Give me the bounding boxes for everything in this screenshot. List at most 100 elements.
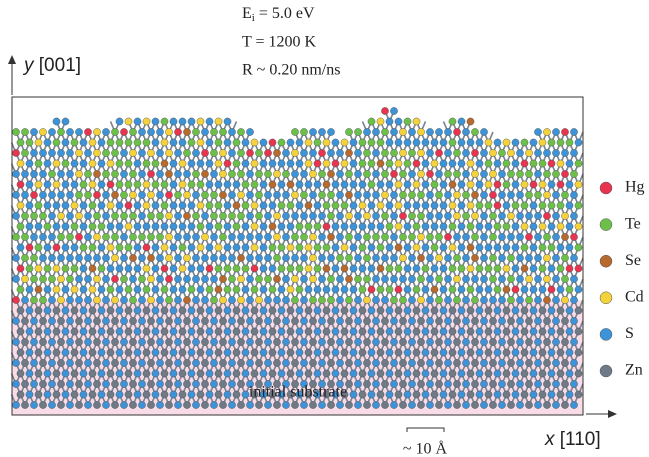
atom bbox=[412, 138, 421, 147]
atom bbox=[255, 191, 263, 199]
atom bbox=[12, 296, 20, 304]
atom bbox=[228, 338, 236, 346]
atom bbox=[543, 317, 551, 325]
atom bbox=[187, 201, 196, 210]
atom bbox=[165, 275, 173, 283]
atom bbox=[201, 401, 209, 409]
atom bbox=[480, 275, 488, 283]
atom bbox=[349, 285, 358, 294]
atom bbox=[322, 285, 331, 294]
atom bbox=[291, 149, 299, 157]
atom bbox=[529, 306, 538, 315]
atom bbox=[295, 180, 304, 189]
atom bbox=[79, 138, 88, 147]
atom bbox=[201, 233, 209, 241]
atom bbox=[381, 254, 389, 262]
atom bbox=[318, 254, 326, 262]
atom bbox=[88, 390, 97, 399]
atom bbox=[273, 359, 281, 367]
atom bbox=[232, 306, 241, 315]
atom bbox=[547, 390, 556, 399]
atom bbox=[408, 317, 416, 325]
atom bbox=[372, 128, 380, 136]
atom bbox=[385, 159, 394, 168]
atom bbox=[93, 338, 101, 346]
atom bbox=[399, 254, 407, 262]
atom bbox=[210, 128, 218, 136]
atom bbox=[187, 285, 196, 294]
atom bbox=[300, 296, 308, 304]
atom bbox=[246, 401, 254, 409]
atom bbox=[345, 254, 353, 262]
atom bbox=[169, 201, 178, 210]
atom bbox=[390, 317, 398, 325]
atom bbox=[376, 201, 385, 210]
atom bbox=[561, 149, 569, 157]
atom bbox=[358, 264, 367, 273]
atom bbox=[489, 149, 497, 157]
atom bbox=[187, 369, 196, 378]
atom bbox=[457, 180, 466, 189]
atom bbox=[439, 264, 448, 273]
atom bbox=[133, 201, 142, 210]
atom bbox=[192, 380, 200, 388]
atom bbox=[241, 390, 250, 399]
atom bbox=[273, 380, 281, 388]
atom bbox=[102, 317, 110, 325]
atom bbox=[250, 264, 259, 273]
atom bbox=[421, 369, 430, 378]
atom bbox=[502, 369, 511, 378]
atom bbox=[156, 128, 164, 136]
atom bbox=[300, 128, 308, 136]
atom bbox=[552, 149, 560, 157]
atom bbox=[147, 254, 155, 262]
atom bbox=[570, 380, 578, 388]
atom bbox=[457, 390, 466, 399]
atom bbox=[552, 170, 560, 178]
atom bbox=[268, 285, 277, 294]
atom bbox=[115, 369, 124, 378]
atom bbox=[268, 138, 277, 147]
atom bbox=[322, 222, 331, 231]
atom bbox=[223, 369, 232, 378]
atom bbox=[534, 401, 542, 409]
atom bbox=[507, 338, 515, 346]
atom bbox=[156, 275, 164, 283]
atom bbox=[313, 285, 322, 294]
atom bbox=[178, 180, 187, 189]
atom bbox=[61, 348, 70, 357]
atom bbox=[250, 180, 259, 189]
atom bbox=[408, 128, 416, 136]
atom bbox=[192, 338, 200, 346]
atom bbox=[475, 348, 484, 357]
atom bbox=[97, 159, 106, 168]
atom bbox=[151, 117, 160, 126]
atom bbox=[237, 317, 245, 325]
atom bbox=[21, 275, 29, 283]
atom bbox=[70, 180, 79, 189]
atom bbox=[525, 170, 533, 178]
atom bbox=[160, 327, 169, 336]
atom bbox=[565, 306, 574, 315]
atom bbox=[30, 275, 38, 283]
atom bbox=[25, 243, 34, 252]
atom bbox=[124, 138, 133, 147]
scale-bar bbox=[406, 427, 445, 432]
atom bbox=[385, 222, 394, 231]
atom bbox=[327, 317, 335, 325]
atom bbox=[133, 390, 142, 399]
atom bbox=[439, 306, 448, 315]
atom bbox=[327, 296, 335, 304]
atom bbox=[345, 191, 353, 199]
atom bbox=[367, 117, 376, 126]
atom bbox=[552, 338, 560, 346]
atom bbox=[525, 149, 533, 157]
atom bbox=[556, 306, 565, 315]
atom bbox=[552, 380, 560, 388]
atom bbox=[304, 243, 313, 252]
atom bbox=[390, 338, 398, 346]
atom bbox=[282, 338, 290, 346]
atom bbox=[421, 243, 430, 252]
atom bbox=[264, 233, 272, 241]
atom bbox=[493, 201, 502, 210]
